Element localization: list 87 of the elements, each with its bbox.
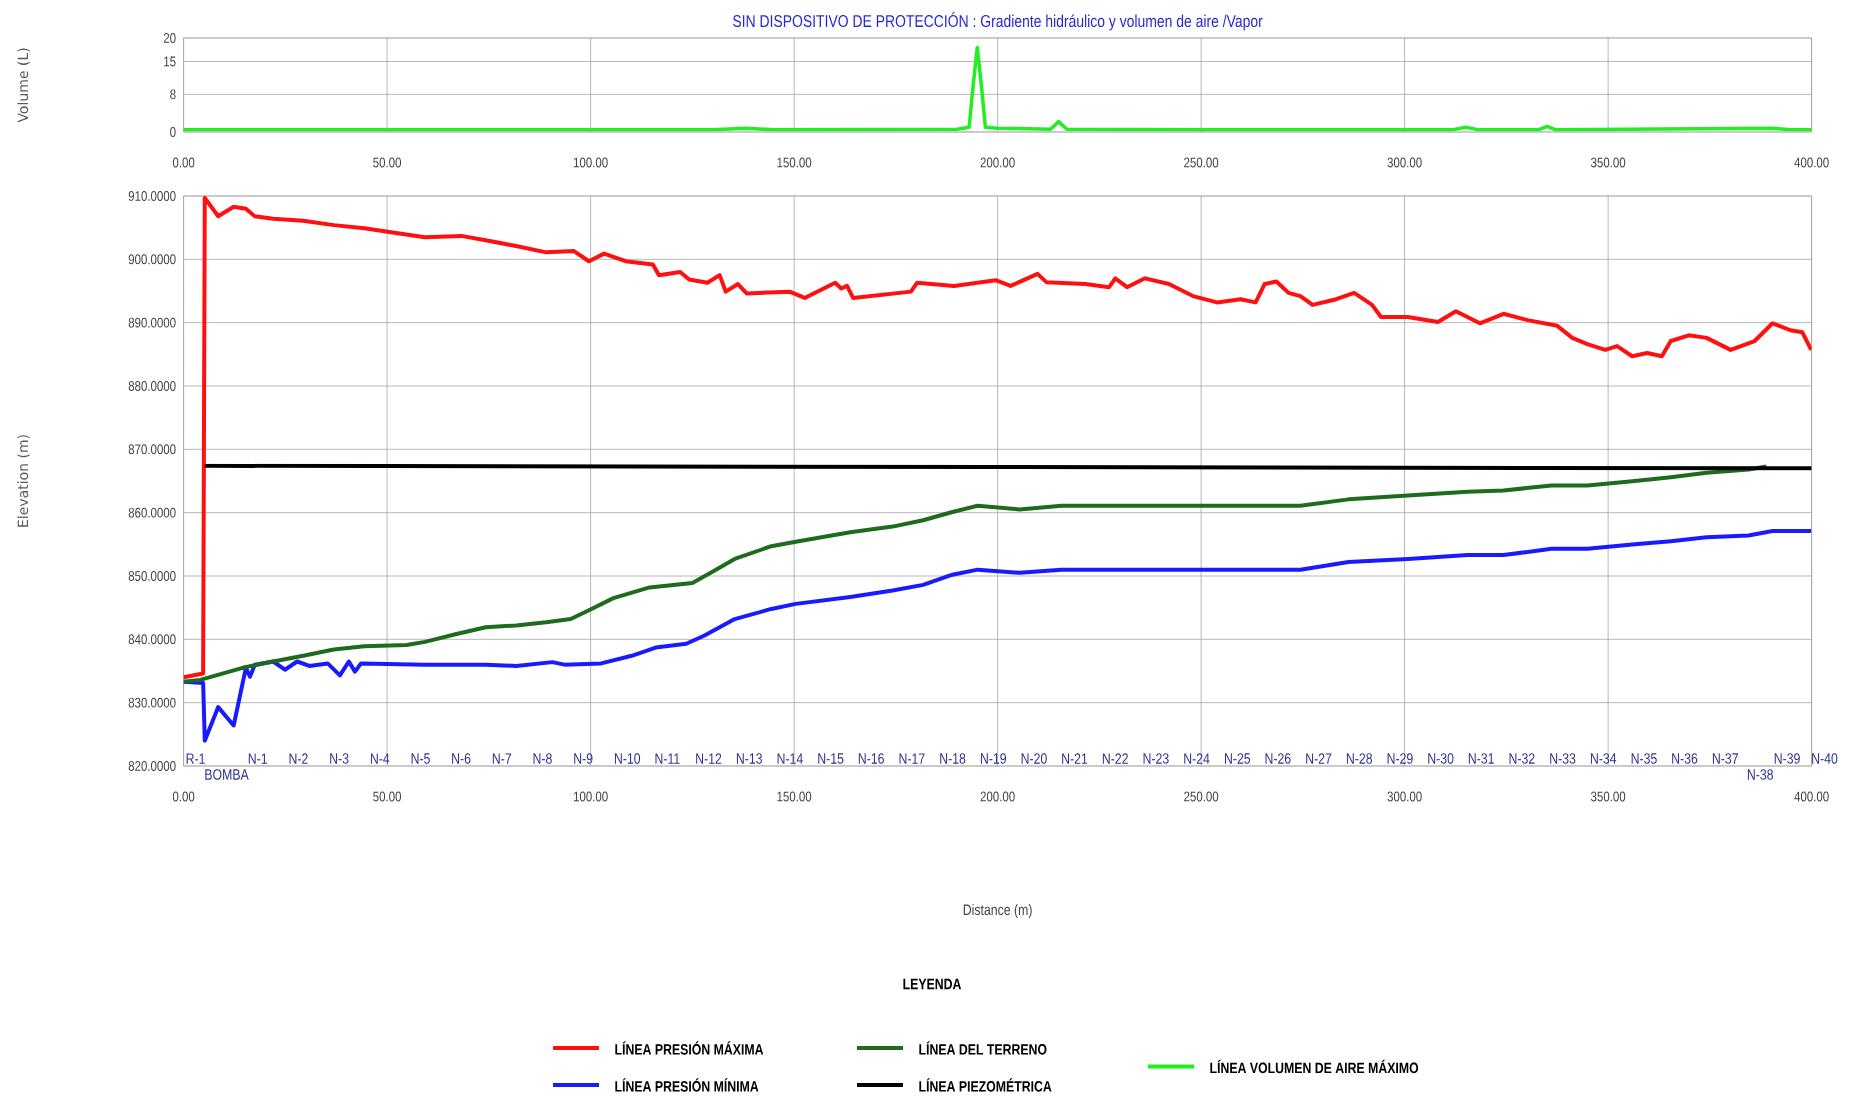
annotation: N-16 (858, 753, 884, 764)
annotation: N-30 (1428, 753, 1454, 764)
line-series (183, 529, 1812, 743)
x-tick-label: 0.00 (172, 157, 195, 168)
legend-label: LÍNEA PIEZOMÉTRICA (919, 1078, 1052, 1092)
x-tick-label: 400.00 (1794, 157, 1829, 168)
annotation: N-24 (1184, 753, 1210, 764)
annotation: N-33 (1550, 753, 1576, 764)
annotation: N-12 (696, 753, 722, 764)
x-tick-label: 200.00 (980, 791, 1015, 802)
y-tick-label: 880.0000 (128, 381, 176, 391)
x-tick-label: 400.00 (1794, 791, 1829, 802)
x-tick-label: 250.00 (1184, 157, 1219, 168)
x-tick-label: 300.00 (1387, 791, 1422, 802)
y-axis-title: Volume (L) (17, 48, 30, 123)
y-tick-label: 900.0000 (128, 254, 176, 265)
annotation: N-6 (452, 753, 471, 764)
annotation: N-21 (1062, 753, 1088, 764)
annotation: N-25 (1224, 753, 1251, 764)
annotation: N-17 (899, 753, 925, 764)
x-tick-label: 50.00 (373, 791, 402, 802)
annotation: N-10 (614, 753, 641, 764)
text: N-38 (1747, 769, 1773, 780)
annotation: N-23 (1143, 753, 1169, 764)
annotation: N-36 (1672, 753, 1698, 764)
annotation: N-39 (1774, 753, 1800, 764)
y-tick-label: 0 (170, 127, 176, 137)
x-tick-label: 250.00 (1184, 791, 1219, 802)
annotation: N-7 (492, 753, 512, 764)
chart-title: SIN DISPOSITIVO DE PROTECCIÓN : Gradiente hidráulico y volumen de aire /Vapor (733, 12, 1263, 31)
annotation: N-4 (370, 753, 390, 764)
annotation: N-14 (777, 753, 803, 764)
x-tick-label: 50.00 (373, 157, 402, 168)
annotation: R-1 (186, 753, 205, 764)
x-tick-label: 350.00 (1590, 791, 1626, 802)
x-tick-label: 100.00 (573, 791, 608, 802)
x-tick-label: 150.00 (777, 157, 812, 168)
y-axis-title: Elevation (m) (17, 435, 30, 527)
annotation: N-28 (1346, 753, 1373, 764)
x-tick-label: 150.00 (777, 791, 812, 802)
y-tick-label: 910.0000 (128, 191, 176, 201)
x-tick-label: 200.00 (980, 157, 1015, 168)
y-tick-label: 850.0000 (128, 571, 176, 581)
y-tick-label: 20 (163, 33, 176, 43)
annotation: N-2 (289, 753, 308, 764)
line-series (183, 45, 1812, 132)
annotation: N-18 (940, 753, 966, 764)
text: N-40 (1812, 753, 1838, 764)
annotation: N-1 (248, 753, 268, 764)
x-tick-label: 0.00 (172, 791, 195, 802)
legend-label: LÍNEA PRESIÓN MÍNIMA (615, 1078, 759, 1092)
text: BOMBA (205, 769, 249, 780)
line-series (183, 195, 1812, 680)
y-tick-label: 8 (170, 89, 176, 100)
y-tick-label: 820.0000 (128, 761, 176, 771)
annotation: N-27 (1306, 753, 1332, 764)
annotation: N-34 (1590, 753, 1617, 764)
annotation: N-26 (1265, 753, 1291, 764)
annotation: N-35 (1631, 753, 1657, 764)
y-tick-label: 860.0000 (128, 507, 176, 518)
text: LÍNEA VOLUMEN DE AIRE MÁXIMO (1210, 1059, 1419, 1074)
annotation: N-13 (736, 753, 763, 764)
annotation: N-15 (818, 753, 844, 764)
y-tick-label: 15 (164, 56, 176, 67)
y-tick-label: 840.0000 (128, 634, 176, 645)
annotation: N-37 (1712, 753, 1738, 764)
legend-label: LÍNEA DEL TERRENO (919, 1041, 1047, 1055)
annotation: N-3 (330, 753, 349, 764)
y-tick-label: 830.0000 (128, 697, 176, 708)
annotation: N-11 (655, 753, 680, 764)
annotation: N-19 (980, 753, 1006, 764)
legend-title: LEYENDA (903, 978, 962, 990)
legend-label: LÍNEA PRESIÓN MÁXIMA (615, 1041, 764, 1055)
y-tick-label: 890.0000 (128, 317, 176, 328)
annotation: N-31 (1468, 753, 1494, 764)
annotation: N-8 (533, 753, 552, 764)
x-tick-label: 100.00 (573, 157, 608, 168)
annotation: N-22 (1102, 753, 1128, 764)
annotation: N-32 (1509, 753, 1535, 764)
x-tick-label: 300.00 (1387, 157, 1422, 168)
annotation: N-20 (1021, 753, 1047, 764)
x-tick-label: 350.00 (1590, 157, 1626, 168)
annotation: N-5 (411, 753, 430, 764)
x-axis-title: Distance (m) (963, 904, 1032, 918)
annotation: N-29 (1387, 753, 1413, 764)
annotation: N-9 (574, 753, 593, 764)
y-tick-label: 870.0000 (128, 444, 176, 455)
